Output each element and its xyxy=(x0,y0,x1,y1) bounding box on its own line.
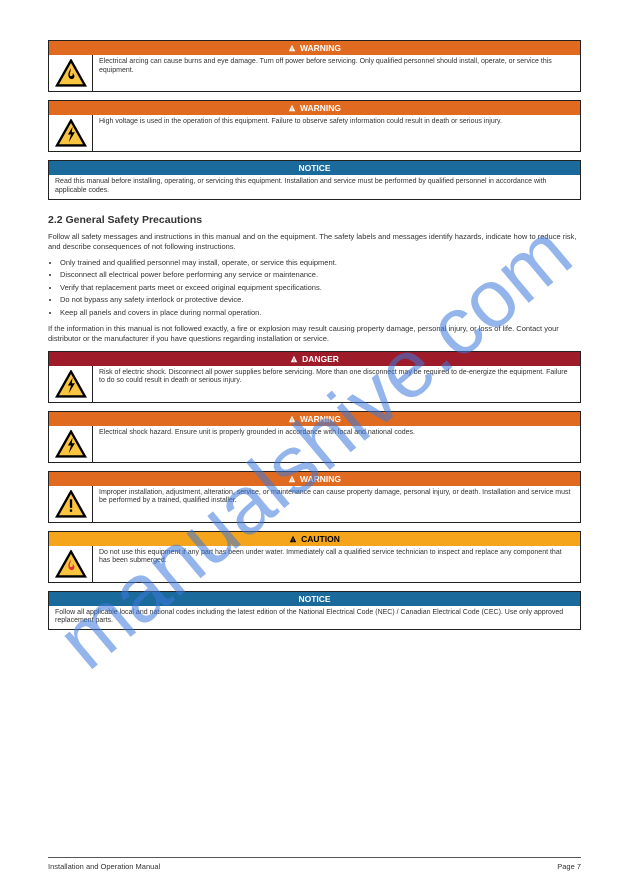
fire-hazard-icon xyxy=(55,59,87,87)
notice-text: Read this manual before installing, oper… xyxy=(49,175,580,199)
warning-triangle-icon: ! xyxy=(288,415,296,423)
page-footer: Installation and Operation Manual Page 7 xyxy=(48,857,581,871)
hazard-icon-cell xyxy=(49,486,93,522)
notice-header: NOTICE xyxy=(49,592,580,606)
warning-box-2: ! WARNING High voltage is used in the op… xyxy=(48,100,581,152)
caution-text: Do not use this equipment if any part ha… xyxy=(93,546,580,582)
danger-text: Risk of electric shock. Disconnect all p… xyxy=(93,366,580,402)
warning-text: Electrical arcing can cause burns and ey… xyxy=(93,55,580,91)
warning-triangle-icon: ! xyxy=(288,104,296,112)
notice-text: Follow all applicable local and national… xyxy=(49,606,580,630)
safety-bullet-list: Only trained and qualified personnel may… xyxy=(60,258,581,319)
warning-header: ! WARNING xyxy=(49,41,580,55)
list-item: Only trained and qualified personnel may… xyxy=(60,258,581,269)
caution-box: ! CAUTION Do not use this equipment if a… xyxy=(48,531,581,583)
footer-left: Installation and Operation Manual xyxy=(48,862,160,871)
notice-box-1: NOTICE Read this manual before installin… xyxy=(48,160,581,200)
shock-hazard-icon xyxy=(55,119,87,147)
warning-triangle-icon: ! xyxy=(290,355,298,363)
notice-box-2: NOTICE Follow all applicable local and n… xyxy=(48,591,581,631)
hazard-icon-cell xyxy=(49,366,93,402)
warning-text: High voltage is used in the operation of… xyxy=(93,115,580,151)
header-label: DANGER xyxy=(302,354,339,364)
footer-right: Page 7 xyxy=(557,862,581,871)
header-label: WARNING xyxy=(300,43,341,53)
warning-triangle-icon: ! xyxy=(288,475,296,483)
notice-header: NOTICE xyxy=(49,161,580,175)
hazard-icon-cell xyxy=(49,115,93,151)
shock-hazard-icon xyxy=(55,430,87,458)
fire-hazard-icon xyxy=(55,550,87,578)
list-item: Keep all panels and covers in place duri… xyxy=(60,308,581,319)
warning-header: ! WARNING xyxy=(49,412,580,426)
danger-box: ! DANGER Risk of electric shock. Disconn… xyxy=(48,351,581,403)
hazard-icon-cell xyxy=(49,55,93,91)
hazard-icon-cell xyxy=(49,426,93,462)
list-item: Disconnect all electrical power before p… xyxy=(60,270,581,281)
section-para: Follow all safety messages and instructi… xyxy=(48,232,581,252)
warning-box-1: ! WARNING Electrical arcing can cause bu… xyxy=(48,40,581,92)
header-label: WARNING xyxy=(300,414,341,424)
warning-box-3: ! WARNING Electrical shock hazard. Ensur… xyxy=(48,411,581,463)
header-label: CAUTION xyxy=(301,534,340,544)
hazard-icon-cell xyxy=(49,546,93,582)
danger-header: ! DANGER xyxy=(49,352,580,366)
warning-header: ! WARNING xyxy=(49,472,580,486)
section-para: If the information in this manual is not… xyxy=(48,324,581,344)
warning-text: Electrical shock hazard. Ensure unit is … xyxy=(93,426,580,462)
list-item: Verify that replacement parts meet or ex… xyxy=(60,283,581,294)
general-hazard-icon xyxy=(55,490,87,518)
warning-text: Improper installation, adjustment, alter… xyxy=(93,486,580,522)
list-item: Do not bypass any safety interlock or pr… xyxy=(60,295,581,306)
header-label: NOTICE xyxy=(298,594,330,604)
warning-triangle-icon: ! xyxy=(288,44,296,52)
header-label: WARNING xyxy=(300,474,341,484)
warning-box-4: ! WARNING Improper installation, adjustm… xyxy=(48,471,581,523)
warning-triangle-icon: ! xyxy=(289,535,297,543)
caution-header: ! CAUTION xyxy=(49,532,580,546)
section-heading: 2.2 General Safety Precautions xyxy=(48,214,581,226)
warning-header: ! WARNING xyxy=(49,101,580,115)
shock-hazard-icon xyxy=(55,370,87,398)
header-label: WARNING xyxy=(300,103,341,113)
header-label: NOTICE xyxy=(298,163,330,173)
